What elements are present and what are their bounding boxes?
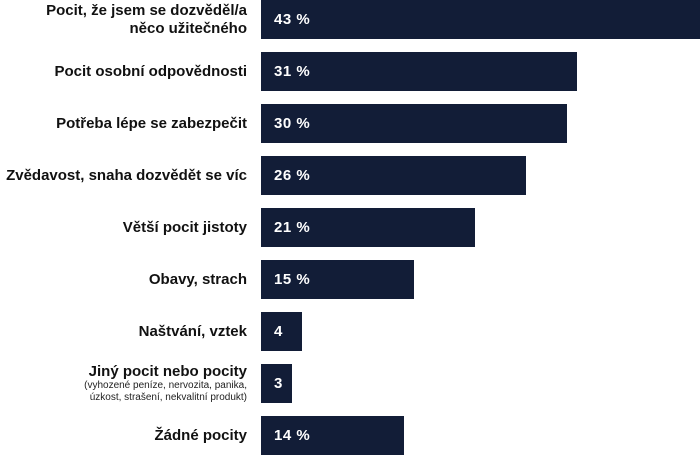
category-label-text: Jiný pocit nebo pocity: [88, 363, 247, 381]
category-label: Žádné pocity: [0, 416, 261, 455]
category-label-text: Naštvání, vztek: [138, 322, 247, 340]
bar-area: 15 %: [261, 260, 700, 299]
bar-area: 21 %: [261, 208, 700, 247]
bar: 21 %: [261, 208, 476, 247]
category-label: Větší pocit jistoty: [0, 208, 261, 247]
bar-area: 43 %: [261, 0, 700, 39]
bar-area: 14 %: [261, 416, 700, 455]
category-label: Pocit, že jsem se dozvěděl/a něco užiteč…: [0, 0, 261, 39]
bar: 14 %: [261, 416, 404, 455]
category-label: Naštvání, vztek: [0, 312, 261, 351]
bar: 43 %: [261, 0, 700, 39]
bar-area: 4: [261, 312, 700, 351]
bar: 31 %: [261, 52, 578, 91]
bar: 26 %: [261, 156, 527, 195]
bar-value-label: 30 %: [274, 115, 311, 132]
bar: 15 %: [261, 260, 415, 299]
category-label-text: Žádné pocity: [154, 426, 247, 444]
category-label-text: Obavy, strach: [148, 270, 247, 288]
bar-value-label: 31 %: [274, 63, 311, 80]
bar-area: 31 %: [261, 52, 700, 91]
bar-value-label: 43 %: [274, 11, 311, 28]
category-sublabel-text: úzkost, strašení, nekvalitní produkt): [89, 392, 247, 404]
category-label: Pocit osobní odpovědnosti: [0, 52, 261, 91]
chart-row: Naštvání, vztek 4: [0, 312, 700, 351]
chart-row: Pocit, že jsem se dozvěděl/a něco užiteč…: [0, 0, 700, 39]
chart-row: Zvědavost, snaha dozvědět se víc 26 %: [0, 156, 700, 195]
bar-value-label: 3: [274, 375, 283, 392]
category-label-text: Potřeba lépe se zabezpečit: [56, 114, 247, 132]
category-label: Zvědavost, snaha dozvědět se víc: [0, 156, 261, 195]
category-label-text: Pocit, že jsem se dozvěděl/a: [46, 2, 247, 20]
bar: 30 %: [261, 104, 568, 143]
category-label-text: Větší pocit jistoty: [122, 218, 247, 236]
bar-area: 3: [261, 364, 700, 403]
category-label-text: Pocit osobní odpovědnosti: [54, 62, 248, 80]
category-sublabel-text: (vyhozené peníze, nervozita, panika,: [84, 380, 247, 392]
chart-row: Jiný pocit nebo pocity (vyhozené peníze,…: [0, 363, 700, 404]
chart-row: Obavy, strach 15 %: [0, 260, 700, 299]
category-label-text: něco užitečného: [129, 19, 247, 37]
category-label: Potřeba lépe se zabezpečit: [0, 104, 261, 143]
bar-value-label: 14 %: [274, 427, 311, 444]
bar-value-label: 26 %: [274, 167, 311, 184]
chart-row: Pocit osobní odpovědnosti 31 %: [0, 52, 700, 91]
bar: 3: [261, 364, 292, 403]
chart-row: Potřeba lépe se zabezpečit 30 %: [0, 104, 700, 143]
bar-area: 30 %: [261, 104, 700, 143]
category-label-text: Zvědavost, snaha dozvědět se víc: [6, 166, 247, 184]
bar-value-label: 21 %: [274, 219, 311, 236]
bar-value-label: 4: [274, 323, 283, 340]
category-label: Obavy, strach: [0, 260, 261, 299]
bar-area: 26 %: [261, 156, 700, 195]
chart-row: Větší pocit jistoty 21 %: [0, 208, 700, 247]
chart-row: Žádné pocity 14 %: [0, 416, 700, 455]
category-label: Jiný pocit nebo pocity (vyhozené peníze,…: [0, 363, 261, 404]
bar-value-label: 15 %: [274, 271, 311, 288]
bar: 4: [261, 312, 302, 351]
